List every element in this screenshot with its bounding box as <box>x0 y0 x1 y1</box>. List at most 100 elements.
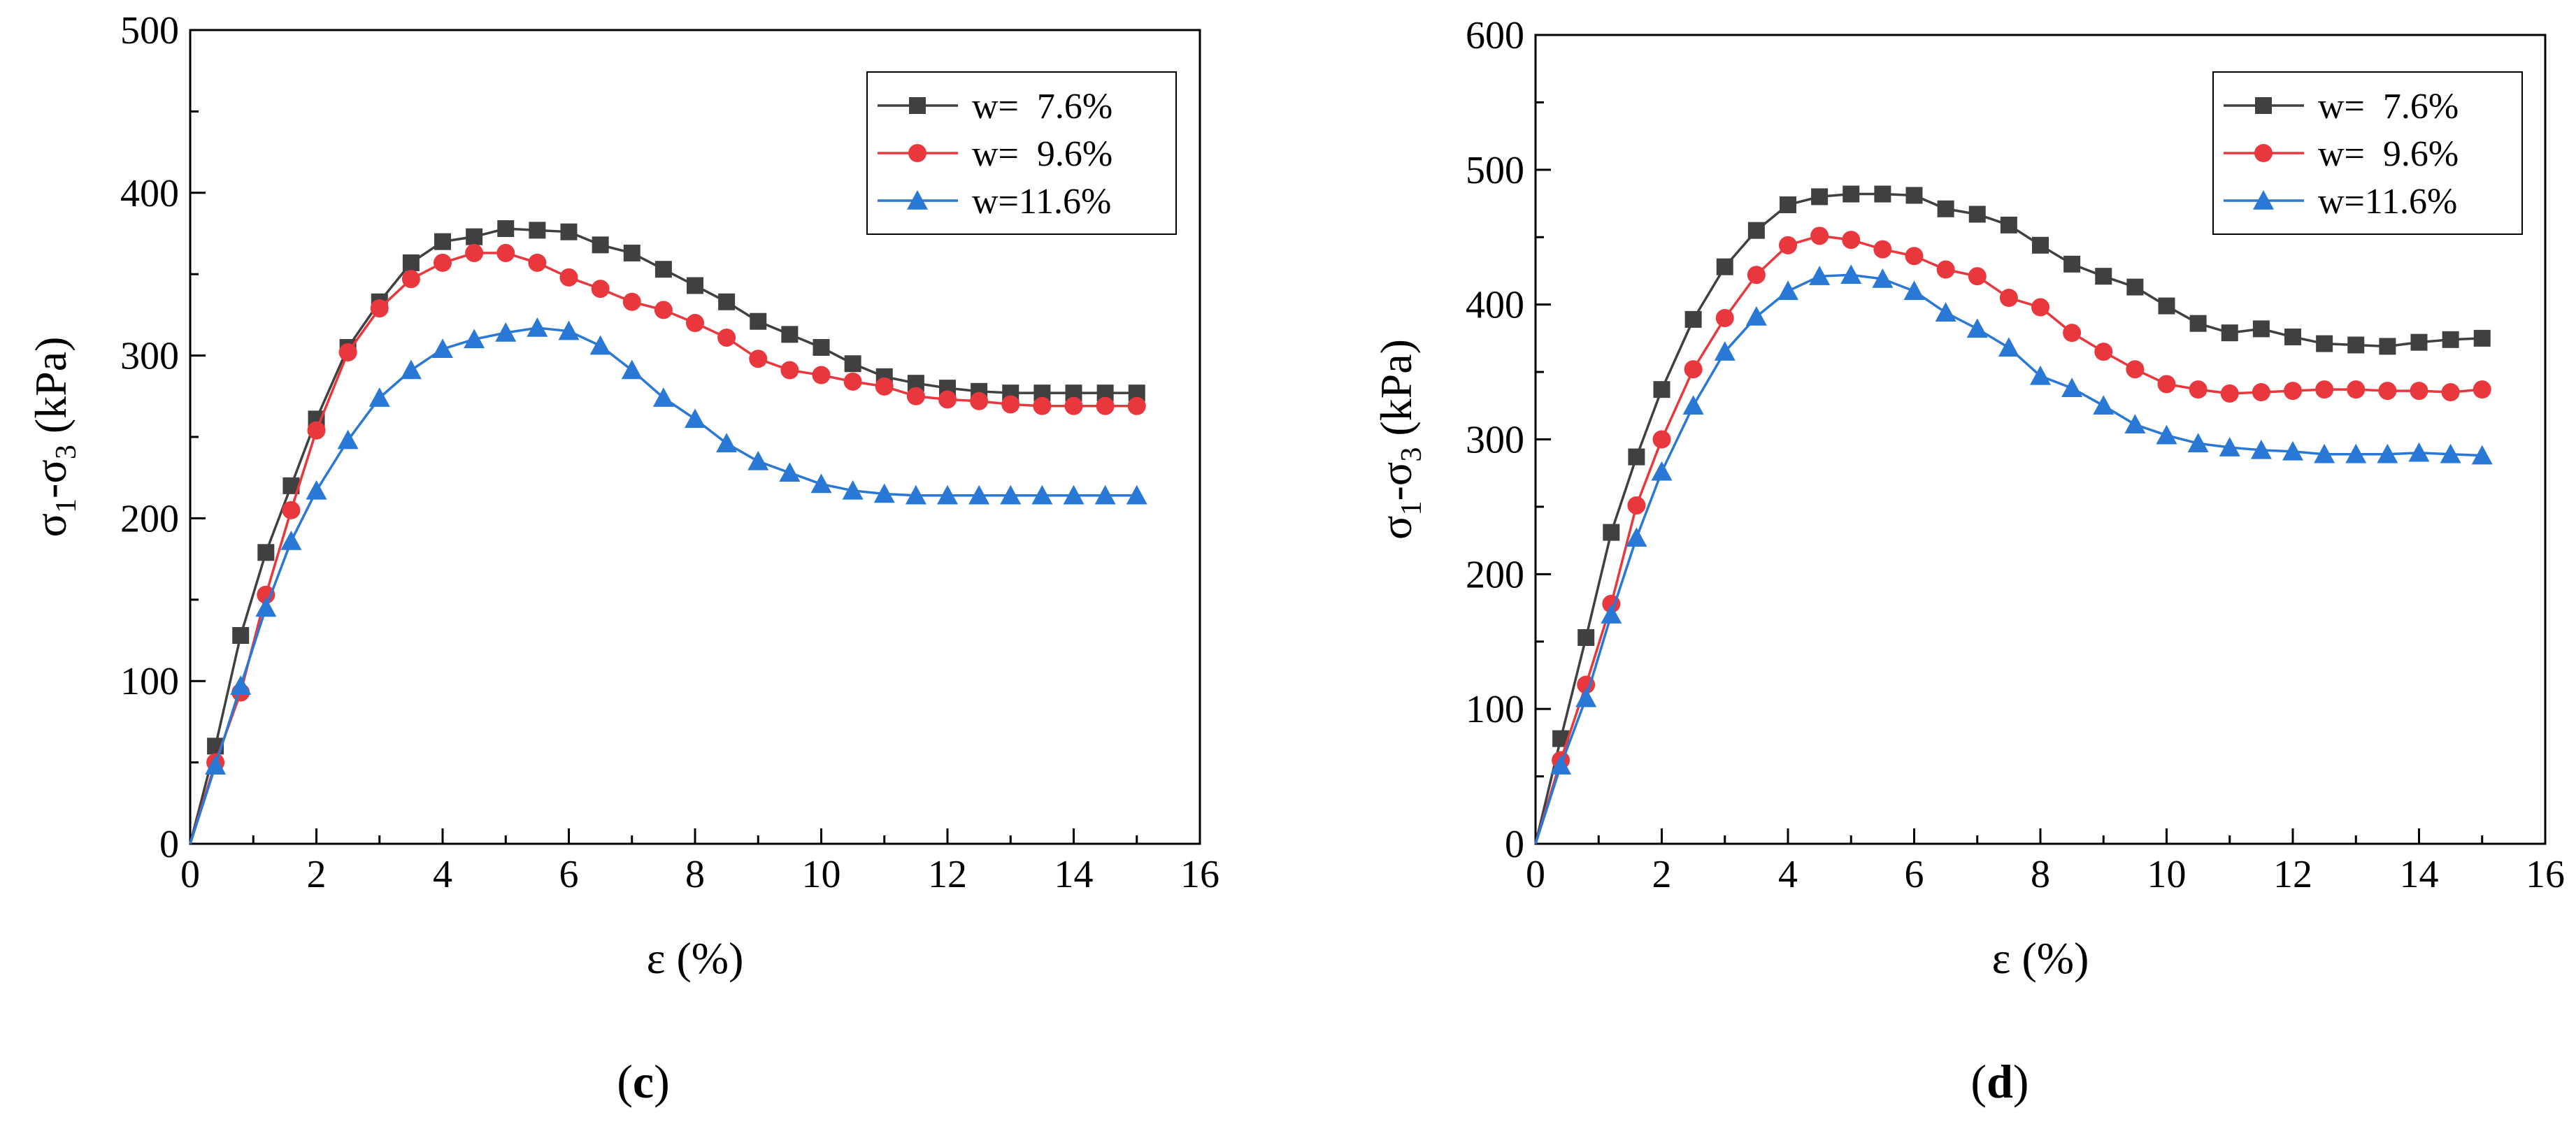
data-point <box>781 326 799 343</box>
data-point <box>306 480 327 500</box>
data-point <box>2408 442 2430 462</box>
data-point <box>1873 240 1892 259</box>
data-point <box>716 433 738 453</box>
x-tick-label: 0 <box>1526 853 1545 896</box>
data-point <box>2316 335 2333 352</box>
data-point <box>230 675 252 695</box>
data-point <box>337 429 359 450</box>
data-point <box>1064 396 1083 415</box>
data-point <box>1968 206 1986 223</box>
data-point <box>1842 185 1860 203</box>
panel-label: (d) <box>1970 1055 2028 1108</box>
data-point <box>2219 437 2240 456</box>
data-point <box>255 597 277 617</box>
data-point <box>779 462 801 482</box>
data-point <box>1809 266 1831 285</box>
data-point <box>654 301 673 319</box>
data-point <box>1033 396 1052 415</box>
y-tick-label: 500 <box>120 9 179 52</box>
y-tick-label: 600 <box>1466 14 1524 57</box>
data-point <box>1968 267 1987 286</box>
data-point <box>2377 443 2398 463</box>
data-point <box>205 755 227 775</box>
panel-label-letter: d <box>1987 1055 2013 1108</box>
panel-label-open: ( <box>1970 1055 1987 1108</box>
data-point <box>589 335 611 355</box>
data-point <box>370 299 389 318</box>
data-point <box>1094 484 1116 505</box>
y-axis-label-part: -σ <box>1371 462 1421 501</box>
data-point <box>2126 278 2144 296</box>
panel-label-open: ( <box>617 1055 633 1108</box>
data-point <box>1682 395 1704 415</box>
y-tick-label: 400 <box>1466 284 1524 327</box>
data-point <box>527 317 548 337</box>
data-point <box>842 480 864 500</box>
data-point <box>1872 268 1894 288</box>
data-point <box>1905 187 1923 204</box>
data-point <box>232 627 250 645</box>
data-point <box>2250 439 2272 459</box>
data-point <box>1000 484 1022 505</box>
data-point <box>2156 424 2177 445</box>
data-point <box>1651 461 1673 481</box>
series-line <box>189 227 1137 844</box>
x-tick-label: 10 <box>2147 853 2187 896</box>
series-1 <box>1534 226 2491 844</box>
data-point <box>1840 264 1862 284</box>
chart-panel-d: 0 2 4 6 8 10 12 14 16 0 100 200 300 400 500 600 ε (%) σ1-… <box>1371 14 2565 1108</box>
data-point <box>1652 430 1671 449</box>
data-point <box>1777 280 1798 301</box>
data-point <box>2032 236 2049 254</box>
x-tick-label: 12 <box>928 853 967 896</box>
data-point <box>464 329 485 349</box>
data-point <box>2189 380 2208 399</box>
data-point <box>2441 383 2460 402</box>
y-tick-label: 200 <box>120 497 179 540</box>
data-point <box>2410 333 2428 351</box>
data-point <box>2095 268 2112 285</box>
series-2 <box>189 317 1147 844</box>
data-point <box>2252 383 2270 402</box>
data-point <box>1780 196 1796 213</box>
data-point <box>2187 433 2209 453</box>
data-point <box>843 372 862 391</box>
data-point <box>2282 440 2303 461</box>
x-tick-label: 10 <box>802 853 841 896</box>
y-axis-label-part: (kPa) <box>26 337 76 445</box>
data-point <box>747 450 769 470</box>
data-point <box>2094 343 2113 361</box>
y-axis-label: σ1-σ3 (kPa) <box>1371 339 1428 540</box>
data-point <box>560 223 578 240</box>
y-axis-label-subscript: 3 <box>1396 447 1428 462</box>
data-point <box>717 328 736 347</box>
data-point <box>2284 382 2302 401</box>
data-point <box>1601 604 1622 624</box>
data-point <box>2157 375 2176 394</box>
data-point <box>622 292 641 311</box>
data-point <box>1550 755 1572 775</box>
data-point <box>1716 258 1733 275</box>
data-point <box>591 280 610 299</box>
legend-marker <box>2254 144 2273 162</box>
panel-label-close: ) <box>654 1055 670 1108</box>
data-point <box>2473 380 2491 399</box>
data-point <box>654 261 672 278</box>
data-point <box>905 484 926 505</box>
data-point <box>2093 395 2115 415</box>
y-axis-label-part: -σ <box>26 459 76 498</box>
data-point <box>623 244 641 261</box>
data-point <box>873 483 895 503</box>
data-point <box>875 377 894 396</box>
x-tick-label: 8 <box>2031 853 2050 896</box>
legend-label: w= 7.6% <box>972 87 1112 127</box>
legend: w= 7.6% w= 9.6% w=11.6% <box>866 71 1177 235</box>
data-point <box>1747 266 1766 285</box>
legend-label: w=11.6% <box>2318 182 2457 222</box>
y-tick-label: 400 <box>120 172 179 215</box>
data-point <box>434 253 452 272</box>
data-point <box>1126 484 1147 505</box>
y-tick-label: 0 <box>1505 823 1524 866</box>
data-point <box>2378 382 2397 401</box>
